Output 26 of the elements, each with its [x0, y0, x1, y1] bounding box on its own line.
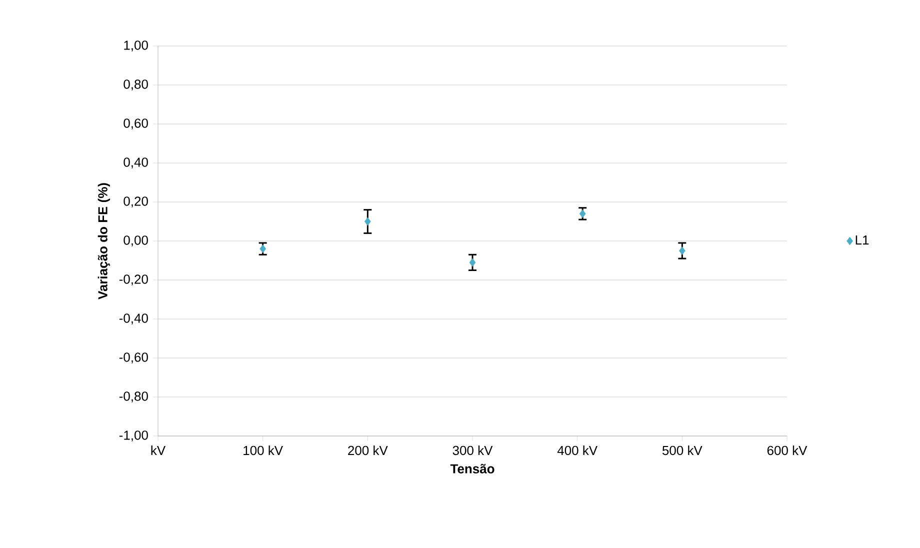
y-tick-label: 0,40	[124, 158, 148, 168]
point	[260, 244, 266, 253]
point	[364, 217, 371, 226]
y-tick-label: 0,00	[124, 236, 148, 246]
x-tick-label: kV	[151, 446, 166, 455]
point	[678, 246, 686, 255]
y-tick-label: -0,80	[119, 392, 148, 402]
x-axis-title: Tensão	[450, 464, 494, 474]
y-tick-label: 0,60	[124, 118, 148, 130]
x-tick-label: 400 kV	[557, 446, 598, 456]
x-tick-label: 100 kV	[244, 446, 283, 456]
x-tick-label: 200 kV	[348, 446, 388, 456]
y-tick-label: 0,20	[124, 196, 148, 208]
y-tick-label: -1,00	[119, 430, 148, 442]
y-axis-title: Variação do FE (%)	[98, 183, 110, 300]
point	[469, 258, 476, 267]
y-tick-label: -0,60	[119, 352, 148, 364]
y-tick-label: 0,80	[124, 80, 148, 90]
y-tick-label: -0,40	[119, 314, 148, 324]
legend-label: L1	[856, 236, 869, 244]
x-tick-label: 500 kV	[662, 446, 702, 456]
y-tick-label: 1,00	[124, 40, 148, 52]
point	[579, 209, 586, 218]
x-tick-label: 600 kV	[767, 446, 808, 456]
y-tick-label: -0,20	[119, 274, 148, 286]
x-tick-label: 300 kV	[452, 446, 493, 456]
